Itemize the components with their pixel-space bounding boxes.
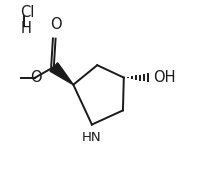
Text: O: O <box>50 17 61 32</box>
Text: HN: HN <box>82 131 102 144</box>
Text: O: O <box>30 70 42 85</box>
Text: OH: OH <box>153 70 176 85</box>
Text: H: H <box>20 21 31 36</box>
Polygon shape <box>50 63 73 85</box>
Text: Cl: Cl <box>20 5 34 20</box>
